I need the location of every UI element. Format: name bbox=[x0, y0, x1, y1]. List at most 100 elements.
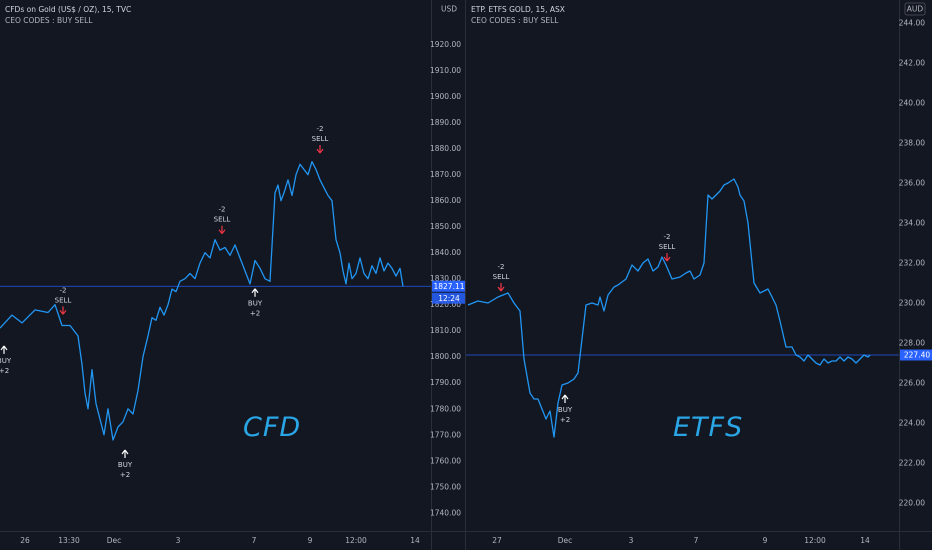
cfd-y-tick-label: 1770.00 bbox=[430, 430, 461, 439]
cfd-big-label: CFD bbox=[243, 412, 302, 443]
etfs-y-tick-label: 236.00 bbox=[899, 179, 925, 188]
cfd-y-axis-area[interactable] bbox=[431, 0, 466, 550]
etfs-buy-qty: +2 bbox=[560, 416, 570, 424]
etfs-y-tick-label: 240.00 bbox=[899, 99, 925, 108]
etfs-y-tick-label: 220.00 bbox=[899, 499, 925, 508]
etfs-buy-label: BUY bbox=[558, 406, 573, 414]
etfs-x-tick-label: 12:00 bbox=[804, 536, 826, 545]
etfs-big-label: ETFS bbox=[673, 412, 744, 443]
cfd-sell-arrow bbox=[59, 306, 67, 315]
etfs-chart-pane[interactable]: 220.00 222.00 224.00 226.00 228.00 230.00 232.… bbox=[466, 0, 932, 550]
cfd-buy-qty: +2 bbox=[120, 471, 130, 479]
cfd-y-axis-unit[interactable]: USD bbox=[441, 5, 457, 14]
cfd-y-tick-label: 1890.00 bbox=[430, 118, 461, 127]
cfd-y-tick-label: 1750.00 bbox=[430, 482, 461, 491]
cfd-sell-qty: -2 bbox=[219, 206, 226, 214]
cfd-x-tick-label: 26 bbox=[20, 536, 30, 545]
etfs-x-tick-label: 9 bbox=[763, 536, 768, 545]
etfs-sell-arrow bbox=[663, 253, 671, 262]
cfd-y-tick-label: 1830.00 bbox=[430, 274, 461, 283]
etfs-unit-box[interactable] bbox=[904, 2, 926, 16]
etfs-chart-svg[interactable]: 220.00 222.00 224.00 226.00 228.00 230.00 232.… bbox=[466, 0, 932, 550]
cfd-y-tick-label: 1740.00 bbox=[430, 508, 461, 517]
etfs-sell-qty: -2 bbox=[664, 233, 671, 241]
etfs-sell-label: SELL bbox=[659, 243, 676, 251]
etfs-y-tick-label: 224.00 bbox=[899, 419, 925, 428]
cfd-y-tick-label: 1920.00 bbox=[430, 40, 461, 49]
etfs-y-tick-label: 234.00 bbox=[899, 219, 925, 228]
cfd-y-tick-label: 1820.00 bbox=[430, 300, 461, 309]
cfd-sell-qty: -2 bbox=[60, 286, 67, 294]
cfd-sell-arrow bbox=[316, 145, 324, 154]
etfs-y-tick-label: 242.00 bbox=[899, 59, 925, 68]
etfs-last-price-label: 227.40 bbox=[904, 351, 930, 360]
cfd-y-tick-label: 1790.00 bbox=[430, 378, 461, 387]
cfd-x-tick-label: 12:00 bbox=[345, 536, 367, 545]
cfd-buy-qty: +2 bbox=[0, 367, 9, 375]
cfd-x-tick-label: 13:30 bbox=[58, 536, 80, 545]
cfd-buy-label: BUY bbox=[118, 461, 133, 469]
cfd-y-tick-label: 1900.00 bbox=[430, 92, 461, 101]
etfs-y-axis-area[interactable] bbox=[899, 0, 932, 550]
cfd-x-tick-label: Dec bbox=[107, 536, 122, 545]
etfs-last-price-badge[interactable] bbox=[900, 349, 932, 361]
pane-divider[interactable] bbox=[465, 0, 466, 550]
cfd-countdown-badge[interactable] bbox=[432, 292, 466, 304]
cfd-y-tick-label: 1850.00 bbox=[430, 222, 461, 231]
cfd-chart-subtitle: CEO CODES : BUY SELL bbox=[5, 16, 93, 25]
etfs-y-tick-label: 238.00 bbox=[899, 139, 925, 148]
etfs-y-tick-label: 232.00 bbox=[899, 259, 925, 268]
etfs-y-tick-label: 226.00 bbox=[899, 379, 925, 388]
cfd-buy-qty: +2 bbox=[250, 310, 260, 318]
etfs-x-tick-label: 27 bbox=[492, 536, 502, 545]
etfs-sell-qty: -2 bbox=[498, 263, 505, 271]
cfd-chart-pane[interactable]: 1740.00 1750.00 1760.00 1770.00 1780.00 1790.… bbox=[0, 0, 466, 550]
cfd-buy-arrow bbox=[0, 345, 8, 354]
cfd-y-tick-label: 1760.00 bbox=[430, 456, 461, 465]
cfd-y-tick-label: 1780.00 bbox=[430, 404, 461, 413]
cfd-buy-arrow bbox=[251, 288, 259, 297]
cfd-sell-qty: -2 bbox=[317, 125, 324, 133]
cfd-price-series-line[interactable] bbox=[0, 161, 404, 441]
etfs-price-series-line[interactable] bbox=[467, 178, 871, 438]
cfd-last-price-badge[interactable] bbox=[432, 280, 466, 292]
cfd-x-tick-label: 7 bbox=[252, 536, 257, 545]
cfd-countdown-label: 12:24 bbox=[438, 294, 460, 303]
cfd-x-tick-label: 14 bbox=[410, 536, 420, 545]
cfd-last-price-label: 1827.11 bbox=[433, 282, 464, 291]
etfs-chart-title: ETP. ETFS GOLD, 15, ASX bbox=[471, 5, 565, 14]
etfs-chart-subtitle: CEO CODES : BUY SELL bbox=[471, 16, 559, 25]
cfd-y-tick-label: 1860.00 bbox=[430, 196, 461, 205]
cfd-buy-arrow bbox=[121, 449, 129, 458]
etfs-y-axis-unit[interactable]: AUD bbox=[907, 5, 924, 14]
etfs-buy-arrow bbox=[561, 394, 569, 403]
etfs-x-tick-label: 7 bbox=[694, 536, 699, 545]
etfs-y-tick-label: 230.00 bbox=[899, 299, 925, 308]
cfd-chart-header: CFDs on Gold (US$ / OZ), 15, TVC CEO COD… bbox=[5, 4, 131, 26]
cfd-y-tick-label: 1840.00 bbox=[430, 248, 461, 257]
etfs-x-tick-label: Dec bbox=[558, 536, 573, 545]
cfd-y-tick-label: 1880.00 bbox=[430, 144, 461, 153]
cfd-y-tick-label: 1800.00 bbox=[430, 352, 461, 361]
cfd-sell-label: SELL bbox=[55, 296, 72, 304]
cfd-y-tick-label: 1810.00 bbox=[430, 326, 461, 335]
etfs-chart-header: ETP. ETFS GOLD, 15, ASX CEO CODES : BUY … bbox=[471, 4, 565, 26]
etfs-x-tick-label: 3 bbox=[629, 536, 634, 545]
cfd-x-tick-label: 3 bbox=[176, 536, 181, 545]
etfs-y-tick-label: 244.00 bbox=[899, 19, 925, 28]
cfd-sell-arrow bbox=[218, 225, 226, 235]
cfd-y-tick-label: 1910.00 bbox=[430, 66, 461, 75]
cfd-buy-label: BUY bbox=[248, 300, 263, 308]
cfd-sell-label: SELL bbox=[312, 135, 329, 143]
etfs-y-tick-label: 222.00 bbox=[899, 459, 925, 468]
etfs-sell-arrow bbox=[497, 283, 505, 292]
etfs-x-tick-label: 14 bbox=[860, 536, 870, 545]
cfd-chart-svg[interactable]: 1740.00 1750.00 1760.00 1770.00 1780.00 1790.… bbox=[0, 0, 466, 550]
cfd-buy-label: BUY bbox=[0, 357, 12, 365]
cfd-x-tick-label: 9 bbox=[308, 536, 313, 545]
etfs-sell-label: SELL bbox=[493, 273, 510, 281]
etfs-y-tick-label: 228.00 bbox=[899, 339, 925, 348]
cfd-chart-title: CFDs on Gold (US$ / OZ), 15, TVC bbox=[5, 5, 132, 14]
cfd-sell-label: SELL bbox=[214, 216, 231, 224]
cfd-y-tick-label: 1870.00 bbox=[430, 170, 461, 179]
